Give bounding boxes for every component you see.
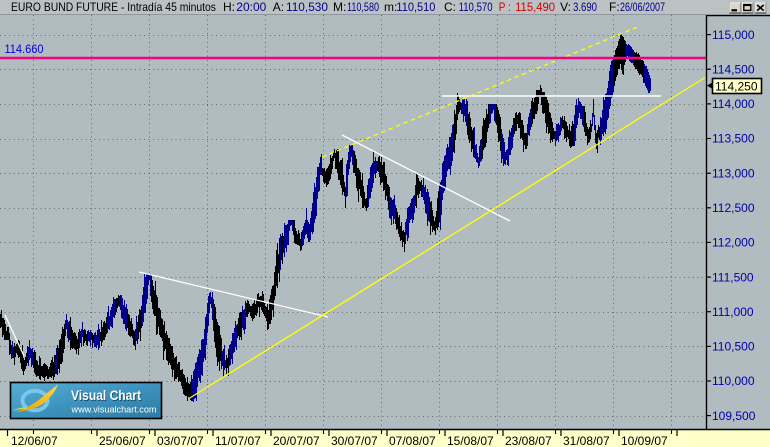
svg-text:H:: H: (223, 0, 235, 14)
svg-text:31/08/07: 31/08/07 (563, 434, 610, 447)
svg-text:23/08/07: 23/08/07 (505, 434, 552, 447)
svg-text:114,000: 114,000 (712, 97, 755, 111)
svg-text:07/08/07: 07/08/07 (389, 434, 436, 447)
svg-text:110,570: 110,570 (459, 0, 493, 14)
svg-text:30/07/07: 30/07/07 (331, 434, 378, 447)
svg-text:109,500: 109,500 (712, 409, 756, 423)
svg-text:110,510: 110,510 (396, 0, 435, 14)
svg-text:20/07/07: 20/07/07 (273, 434, 320, 447)
svg-text:111,500: 111,500 (712, 270, 754, 284)
svg-text:111,000: 111,000 (712, 305, 754, 319)
svg-text:03/07/07: 03/07/07 (157, 434, 204, 447)
svg-text:12/06/07: 12/06/07 (11, 434, 58, 447)
svg-text:113,500: 113,500 (712, 132, 755, 146)
svg-text:A:: A: (273, 0, 284, 14)
svg-text:110,580: 110,580 (347, 0, 379, 14)
svg-text:M:: M: (333, 0, 346, 14)
svg-text:110,530: 110,530 (286, 0, 328, 14)
svg-text:Visual Chart: Visual Chart (72, 388, 142, 404)
svg-text:112,000: 112,000 (712, 236, 755, 250)
svg-text:3.690: 3.690 (573, 0, 597, 14)
svg-text:115,000: 115,000 (712, 28, 755, 42)
svg-text:F:: F: (609, 0, 620, 14)
svg-text:115,490: 115,490 (515, 0, 555, 14)
svg-text:20:00: 20:00 (236, 0, 266, 14)
svg-text:V:: V: (560, 0, 571, 14)
svg-text:110,000: 110,000 (712, 374, 755, 388)
svg-text:EURO BUND FUTURE - Intradía 45: EURO BUND FUTURE - Intradía 45 minutos (11, 0, 216, 14)
svg-text:C:: C: (444, 0, 456, 14)
svg-text:114,500: 114,500 (712, 62, 755, 76)
svg-text:25/06/07: 25/06/07 (99, 434, 146, 447)
svg-text:15/08/07: 15/08/07 (447, 434, 494, 447)
svg-text:10/09/07: 10/09/07 (621, 434, 668, 447)
svg-text:www.visualchart.com: www.visualchart.com (71, 405, 157, 416)
svg-text:114.660: 114.660 (5, 42, 44, 56)
svg-text:11/07/07: 11/07/07 (215, 434, 261, 447)
svg-text:26/06/2007: 26/06/2007 (620, 0, 665, 14)
svg-text:P :: P : (499, 0, 511, 14)
svg-text:114,250: 114,250 (715, 79, 758, 93)
svg-text:110,500: 110,500 (712, 340, 755, 354)
svg-text:Visual Chart: Visual Chart (71, 387, 141, 403)
svg-text:m:: m: (384, 0, 397, 14)
svg-text:112,500: 112,500 (712, 201, 755, 215)
svg-text:113,000: 113,000 (712, 166, 755, 180)
